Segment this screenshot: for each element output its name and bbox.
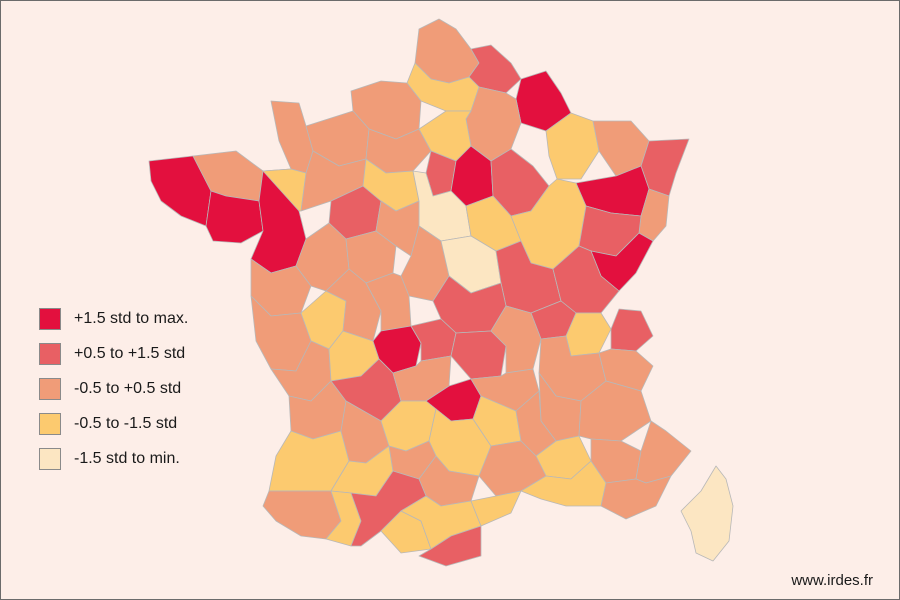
region-pyrenees-orientales	[418, 525, 482, 567]
legend-item: -1.5 std to min.	[39, 447, 188, 471]
region-haute-savoie	[610, 308, 654, 352]
region-pyrenees-atlantiques	[262, 490, 342, 540]
region-hautes-alpes	[578, 380, 652, 442]
legend-label: -0.5 to +0.5 std	[74, 380, 182, 397]
legend-swatch	[39, 308, 61, 330]
legend-swatch	[39, 448, 61, 470]
region-herault	[470, 490, 522, 527]
region-vienne	[325, 268, 382, 342]
legend-item: +1.5 std to max.	[39, 307, 188, 331]
region-loir-et-cher	[375, 200, 420, 257]
legend-item: -0.5 to +0.5 std	[39, 377, 188, 401]
legend-swatch	[39, 413, 61, 435]
legend-label: -0.5 to -1.5 std	[74, 415, 178, 432]
region-alpes-maritimes	[635, 420, 692, 484]
legend-label: -1.5 std to min.	[74, 450, 180, 467]
source-credit: www.irdes.fr	[791, 572, 873, 589]
legend-item: -0.5 to -1.5 std	[39, 412, 188, 436]
region-indre	[365, 272, 412, 332]
region-meuse	[545, 112, 600, 180]
region-manche	[270, 100, 314, 174]
map-legend: +1.5 std to max. +0.5 to +1.5 std -0.5 t…	[39, 307, 188, 482]
legend-swatch	[39, 343, 61, 365]
legend-swatch	[39, 378, 61, 400]
legend-label: +0.5 to +1.5 std	[74, 345, 186, 362]
legend-item: +0.5 to +1.5 std	[39, 342, 188, 366]
region-corse	[680, 465, 734, 562]
legend-label: +1.5 std to max.	[74, 310, 189, 327]
region-var	[600, 475, 672, 520]
